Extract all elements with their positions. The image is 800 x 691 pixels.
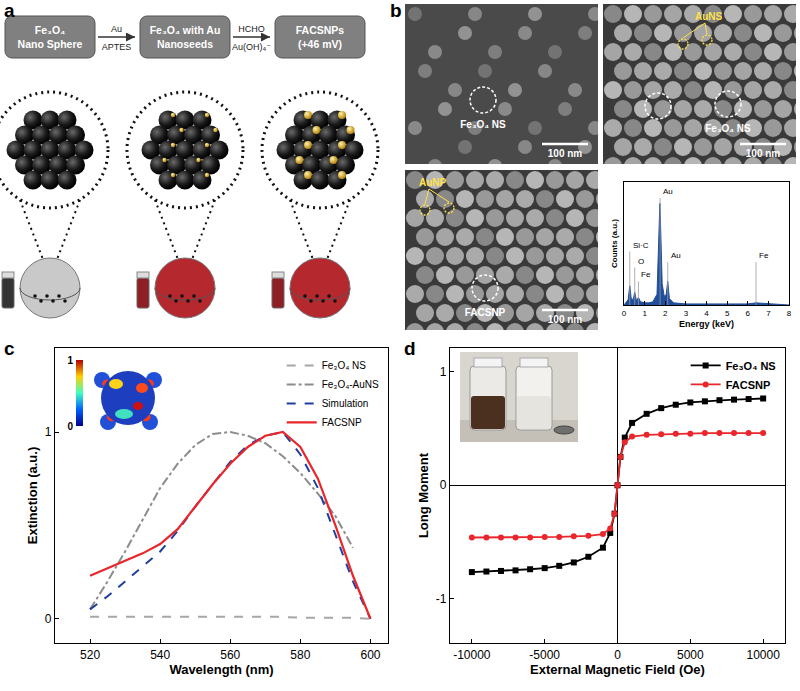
svg-text:FACSNP: FACSNP bbox=[726, 379, 771, 391]
svg-text:Fe₃O₄: Fe₃O₄ bbox=[35, 24, 65, 36]
svg-text:5000: 5000 bbox=[677, 648, 704, 662]
svg-text:0: 0 bbox=[614, 648, 621, 662]
svg-text:2: 2 bbox=[663, 309, 668, 318]
svg-text:3: 3 bbox=[684, 309, 689, 318]
svg-text:100 nm: 100 nm bbox=[548, 314, 583, 325]
svg-text:Au: Au bbox=[671, 251, 681, 260]
svg-text:580: 580 bbox=[290, 648, 310, 662]
svg-text:Fe₃O₄ with Au: Fe₃O₄ with Au bbox=[150, 24, 221, 36]
svg-text:APTES: APTES bbox=[102, 42, 132, 52]
html-text:d: d bbox=[404, 338, 416, 359]
html-text:c: c bbox=[4, 338, 15, 359]
svg-text:-10000: -10000 bbox=[453, 648, 491, 662]
svg-text:5: 5 bbox=[725, 309, 730, 318]
svg-text:Fe: Fe bbox=[759, 251, 769, 260]
svg-text:520: 520 bbox=[80, 648, 100, 662]
svg-text:100 nm: 100 nm bbox=[746, 148, 781, 159]
svg-text:Au: Au bbox=[663, 187, 673, 196]
svg-text:Fe₃O₄-AuNS: Fe₃O₄-AuNS bbox=[322, 379, 379, 390]
svg-text:FACSNP: FACSNP bbox=[322, 417, 362, 428]
svg-text:1: 1 bbox=[45, 425, 52, 439]
svg-text:Extinction (a.u.): Extinction (a.u.) bbox=[25, 447, 40, 545]
svg-text:-1: -1 bbox=[436, 592, 447, 606]
svg-text:AuNS: AuNS bbox=[695, 11, 723, 22]
svg-text:600: 600 bbox=[360, 648, 380, 662]
svg-text:-5000: -5000 bbox=[529, 648, 560, 662]
svg-text:1: 1 bbox=[440, 365, 447, 379]
svg-text:0: 0 bbox=[45, 612, 52, 626]
svg-text:0: 0 bbox=[67, 421, 73, 432]
svg-text:Long Moment: Long Moment bbox=[416, 452, 431, 538]
svg-text:Fe₃O₄ NS: Fe₃O₄ NS bbox=[726, 360, 776, 372]
html-text:a: a bbox=[4, 0, 15, 21]
svg-text:0: 0 bbox=[440, 478, 447, 492]
svg-text:FACSNPs: FACSNPs bbox=[296, 24, 345, 36]
svg-text:(+46 mV): (+46 mV) bbox=[298, 38, 342, 50]
svg-text:Au(OH)₄⁻: Au(OH)₄⁻ bbox=[232, 42, 271, 52]
svg-text:540: 540 bbox=[150, 648, 170, 662]
svg-text:0: 0 bbox=[622, 309, 627, 318]
svg-text:AuNP: AuNP bbox=[419, 177, 447, 188]
svg-text:100 nm: 100 nm bbox=[548, 148, 583, 159]
svg-text:7: 7 bbox=[766, 309, 771, 318]
svg-text:6: 6 bbox=[746, 309, 751, 318]
svg-text:Si·C: Si·C bbox=[633, 241, 649, 250]
svg-text:HCHO: HCHO bbox=[238, 24, 265, 34]
svg-text:Au: Au bbox=[111, 24, 122, 34]
svg-text:Energy (keV): Energy (keV) bbox=[679, 319, 734, 329]
svg-text:10000: 10000 bbox=[746, 648, 780, 662]
svg-text:Fe₃O₄ NS: Fe₃O₄ NS bbox=[460, 119, 506, 130]
svg-text:4: 4 bbox=[704, 309, 709, 318]
svg-text:Nano Sphere: Nano Sphere bbox=[18, 38, 83, 50]
svg-text:O: O bbox=[638, 257, 644, 266]
svg-text:Wavelength (nm): Wavelength (nm) bbox=[169, 662, 273, 677]
svg-text:8: 8 bbox=[787, 309, 792, 318]
svg-text:1: 1 bbox=[642, 309, 647, 318]
svg-text:Simulation: Simulation bbox=[322, 398, 369, 409]
svg-text:External Magnetic Field (Oe): External Magnetic Field (Oe) bbox=[530, 662, 705, 677]
svg-text:FACSNP: FACSNP bbox=[465, 307, 506, 318]
svg-text:Counts (a.u.): Counts (a.u.) bbox=[610, 219, 619, 268]
html-text:b: b bbox=[390, 0, 402, 21]
svg-text:Fe₃O₄ NS: Fe₃O₄ NS bbox=[705, 123, 751, 134]
svg-text:560: 560 bbox=[220, 648, 240, 662]
svg-text:Fe: Fe bbox=[641, 270, 651, 279]
svg-text:1: 1 bbox=[67, 355, 73, 366]
svg-text:Fe₃O₄ NS: Fe₃O₄ NS bbox=[322, 360, 367, 371]
svg-text:Nanoseeds: Nanoseeds bbox=[157, 38, 213, 50]
